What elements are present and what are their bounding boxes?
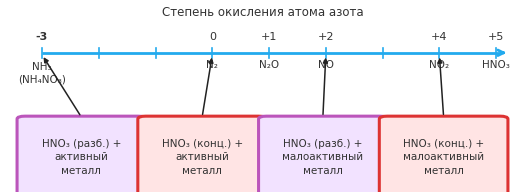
Text: -3: -3 <box>36 32 48 42</box>
FancyBboxPatch shape <box>258 116 387 192</box>
FancyBboxPatch shape <box>379 116 508 192</box>
Text: N₂O: N₂O <box>259 60 279 70</box>
Text: HNO₃ (конц.) +
активный
металл: HNO₃ (конц.) + активный металл <box>162 139 243 176</box>
Text: HNO₃ (конц.) +
малоактивный
металл: HNO₃ (конц.) + малоактивный металл <box>403 139 484 176</box>
Text: +4: +4 <box>431 32 448 42</box>
Text: NO₂: NO₂ <box>429 60 449 70</box>
Text: Степень окисления атома азота: Степень окисления атома азота <box>162 6 363 19</box>
Text: N₂: N₂ <box>206 60 218 70</box>
Text: NO: NO <box>318 60 334 70</box>
Text: HNO₃: HNO₃ <box>482 60 510 70</box>
Text: HNO₃ (разб.) +
малоактивный
металл: HNO₃ (разб.) + малоактивный металл <box>282 139 363 176</box>
Text: HNO₃ (разб.) +
активный
металл: HNO₃ (разб.) + активный металл <box>41 139 121 176</box>
FancyBboxPatch shape <box>17 116 145 192</box>
Text: +2: +2 <box>318 32 334 42</box>
FancyBboxPatch shape <box>138 116 266 192</box>
Text: +1: +1 <box>261 32 277 42</box>
Text: 0: 0 <box>209 32 216 42</box>
Text: +5: +5 <box>488 32 505 42</box>
Text: NH₃
(NH₄NO₃): NH₃ (NH₄NO₃) <box>18 62 66 85</box>
